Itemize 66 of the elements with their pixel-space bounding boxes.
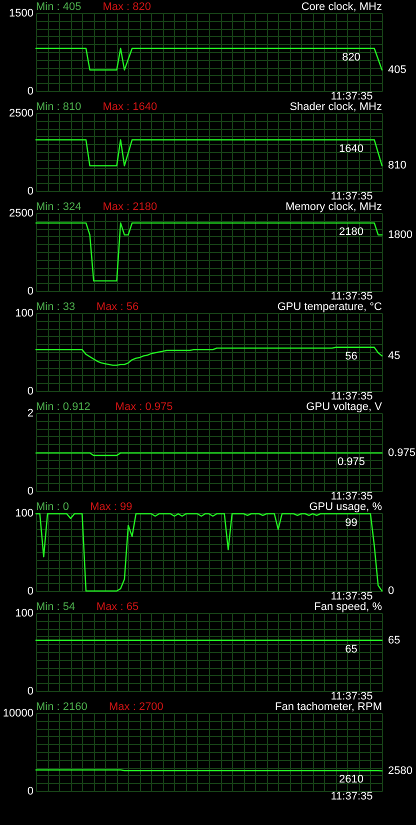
text: Min : 54 [36,601,76,613]
chart-title: Core clock, MHz [301,1,382,13]
x-tick-label: 11:37:35 [330,690,373,702]
x-tick-label: 11:37:35 [330,90,373,102]
data-label: 2180 [339,226,364,238]
text: Min : 0.912 [36,401,90,413]
text: Min : 2160 [36,701,88,713]
y-tick-label: 10000 [2,708,34,720]
y-tick-label: 0 [27,586,34,598]
y-tick-label: 1500 [9,8,34,20]
y-tick-label: 100 [15,308,34,320]
line-series [35,513,383,592]
data-label: 0.975 [337,456,366,468]
y-tick-label: 2500 [9,108,34,120]
chart-title: GPU voltage, V [306,401,383,413]
y-tick-label: 2 [27,408,34,420]
y-tick-label: 0 [27,286,34,298]
data-label: 65 [345,643,358,656]
text: Max : 2700 [109,701,164,713]
chart-title: Shader clock, MHz [290,101,382,113]
y-tick-label: 0 [27,486,34,498]
y-tick-label: 0 [27,686,34,698]
data-label: 65 [388,634,400,646]
y-tick-label: 0 [27,186,34,198]
data-label: 405 [388,64,406,76]
chart-title: Fan tachometer, RPM [275,701,382,713]
x-tick-label: 11:37:35 [330,790,373,802]
data-label: 2580 [388,764,412,777]
data-label: 810 [388,160,406,172]
x-tick-label: 11:37:35 [330,290,373,302]
x-tick-label: 11:37:35 [330,490,373,502]
line-series [35,346,383,366]
x-tick-label: 11:37:35 [330,390,373,402]
chart-title: Memory clock, MHz [285,201,382,213]
data-label: 56 [345,350,358,362]
x-tick-label: 11:37:35 [330,190,373,202]
text: Min : 324 [36,201,82,213]
chart-title: GPU temperature, °C [277,301,382,313]
text: Min : 405 [36,1,82,13]
data-label: 1640 [339,142,364,155]
x-tick-label: 11:37:35 [330,590,373,602]
y-tick-label: 100 [15,508,34,520]
text: Max : 1640 [102,101,158,113]
text: Min : 810 [36,101,82,113]
text: Max : 820 [102,1,152,13]
text: Max : 0.975 [115,401,173,413]
y-tick-label: 100 [15,608,34,620]
text: Min : 33 [36,301,76,313]
data-label: 820 [342,51,360,64]
y-tick-label: 2500 [9,208,34,220]
data-label: 0.975 [388,446,416,459]
data-label: 99 [345,516,358,529]
text: Max : 2180 [102,201,158,213]
y-tick-label: 0 [27,786,34,798]
text: Max : 65 [96,601,139,613]
text: Min : 0 [36,501,70,513]
data-label: 2610 [339,774,364,786]
y-tick-label: 0 [27,86,34,98]
y-tick-label: 0 [27,386,34,398]
text: Max : 56 [96,301,139,313]
chart-title: Fan speed, % [314,601,382,613]
chart-title: GPU usage, % [309,501,382,513]
data-label: 0 [388,585,394,597]
text: Max : 99 [90,501,132,513]
data-label: 45 [388,350,400,362]
data-label: 1800 [388,228,412,241]
